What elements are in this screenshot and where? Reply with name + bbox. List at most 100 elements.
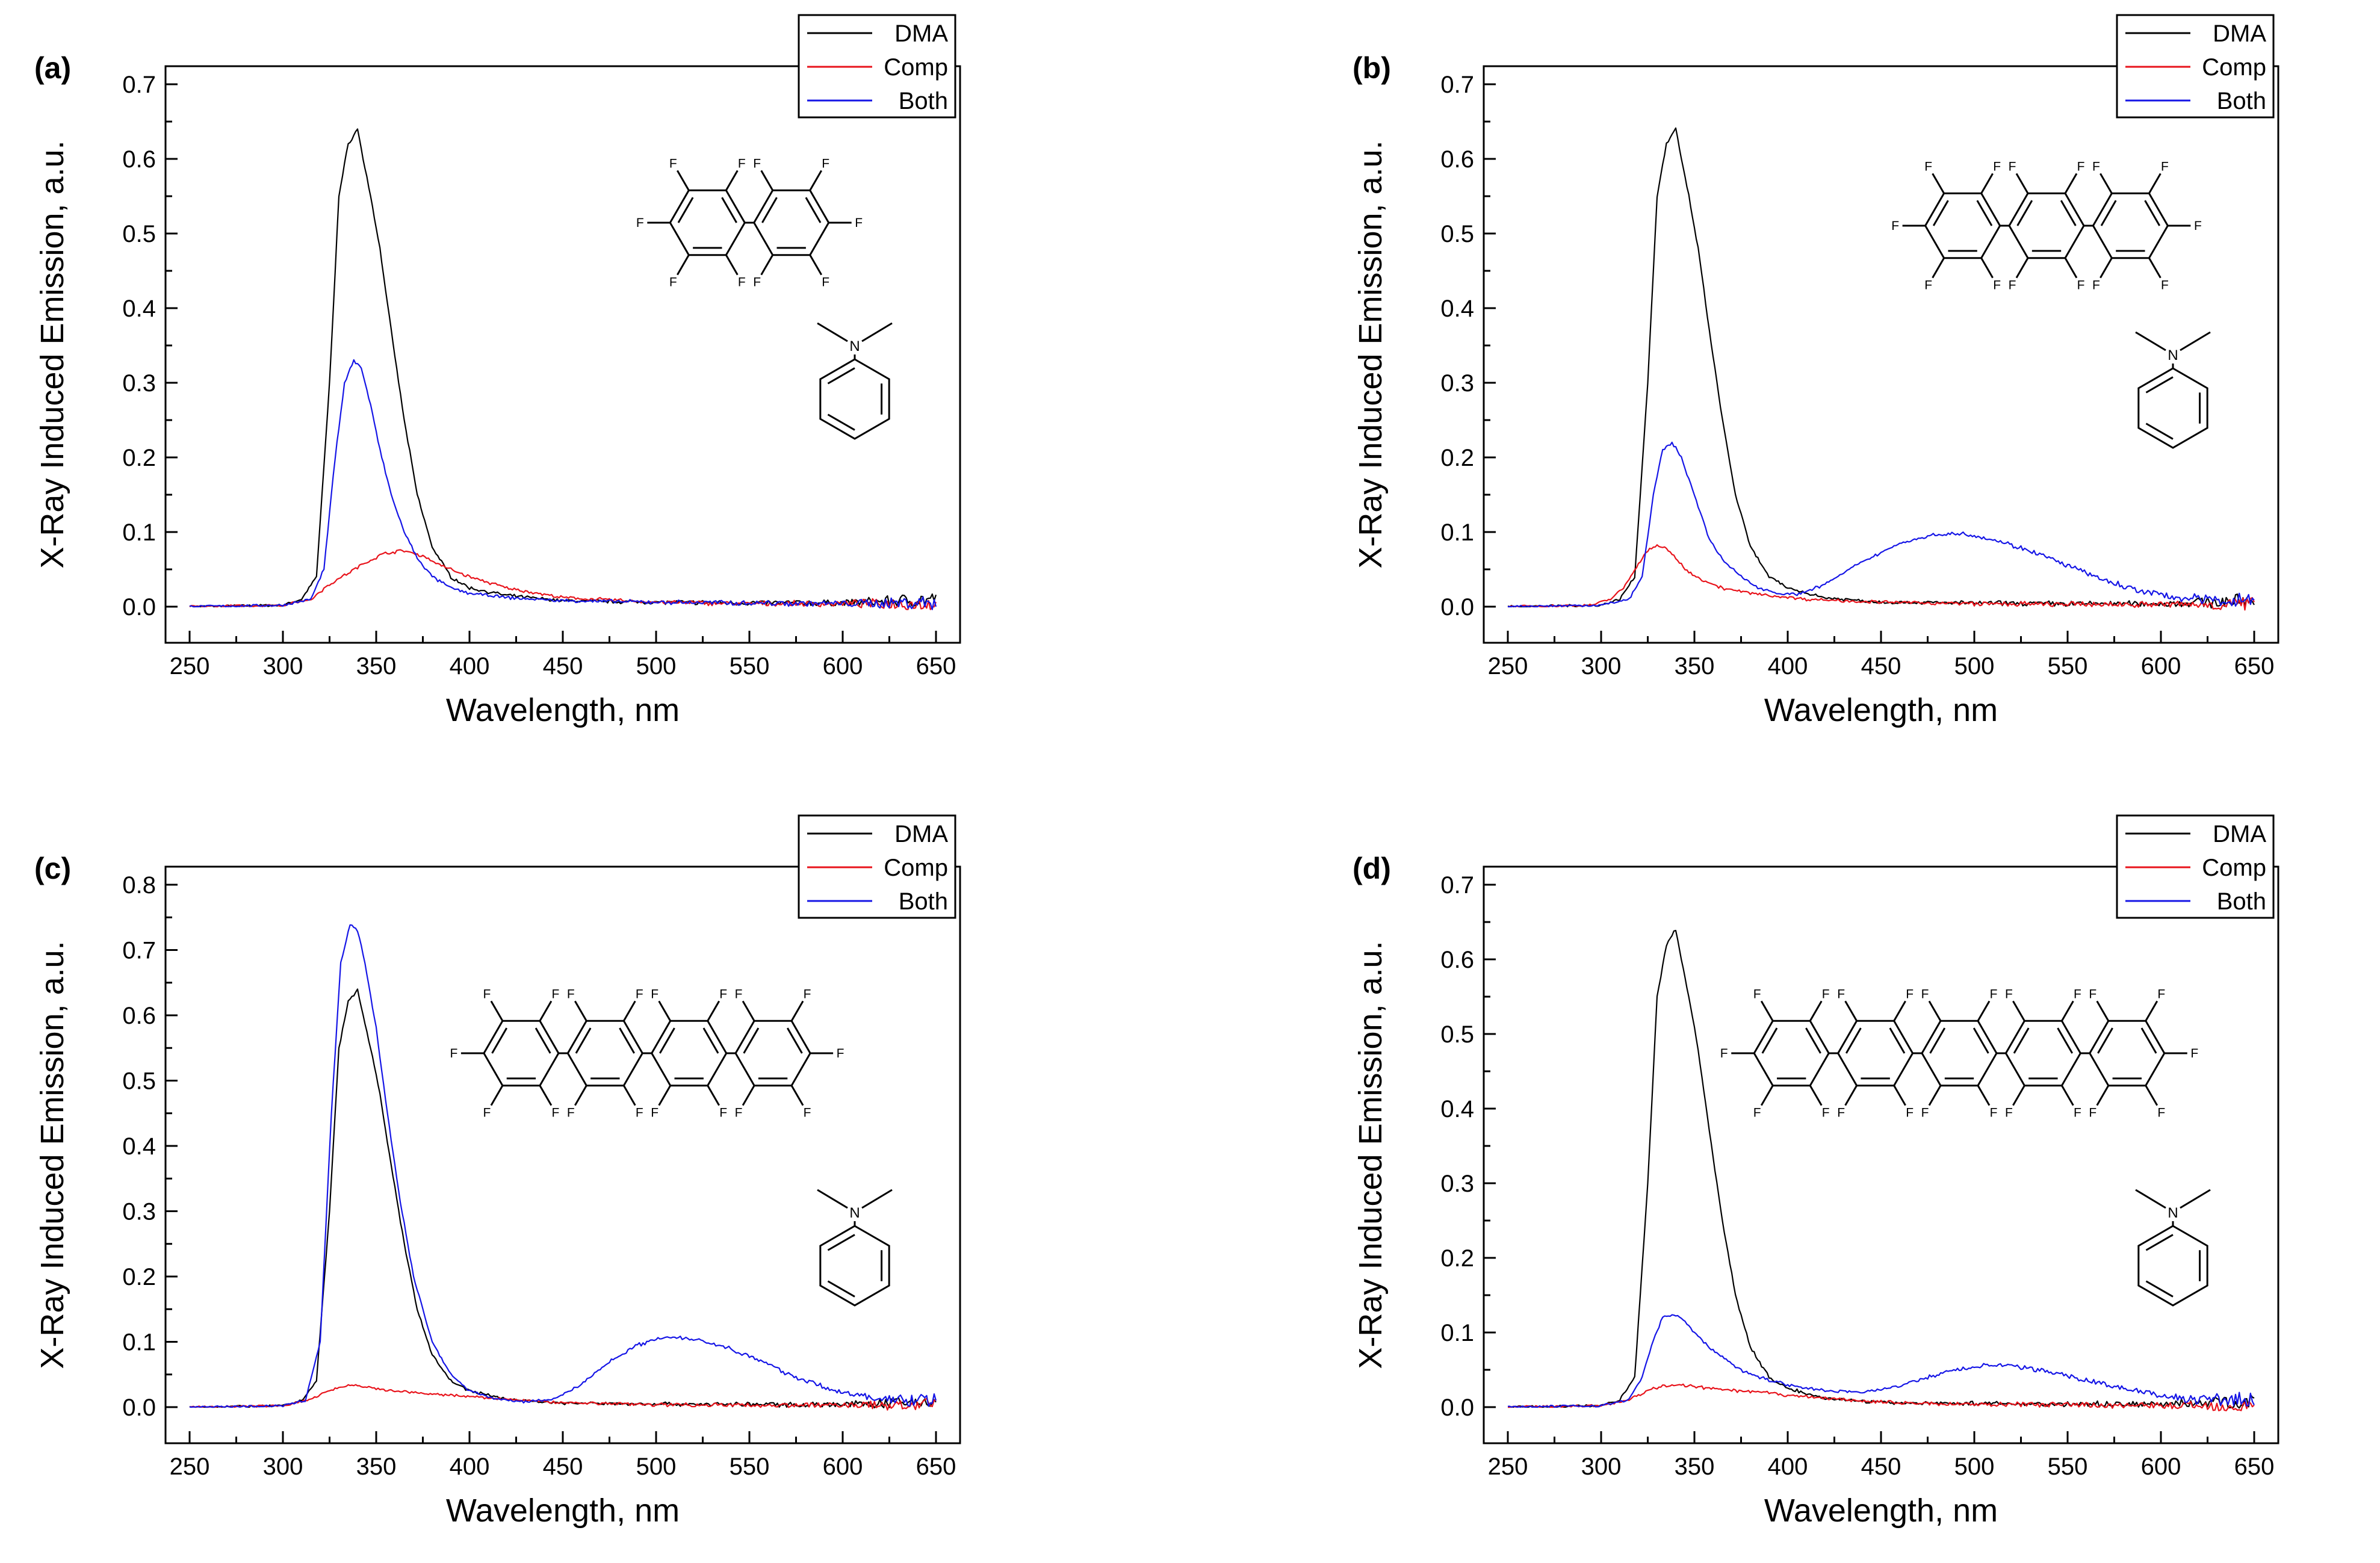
double-bond	[1889, 1027, 1906, 1054]
fluorine-atom: F	[735, 987, 743, 1001]
double-bond	[1932, 200, 1949, 226]
fluorine-atom: F	[2005, 1106, 2013, 1120]
fluorine-atom: F	[2077, 159, 2085, 173]
x-tick-label: 300	[263, 653, 303, 679]
fluorine-atom: F	[2157, 1106, 2165, 1120]
double-bond	[2013, 1027, 2030, 1054]
y-tick-label: 0.6	[1440, 146, 1474, 173]
x-axis-title: Wavelength, nm	[1764, 1493, 1998, 1529]
y-tick-label: 0.3	[122, 370, 156, 397]
c-f-bond	[742, 1085, 755, 1106]
c-f-bond	[1844, 1000, 1858, 1022]
double-bond	[575, 1027, 592, 1054]
fluorine-atom: F	[2089, 1106, 2096, 1120]
benzene-ring	[734, 1020, 811, 1087]
fluorine-atom: F	[552, 987, 560, 1001]
c-f-bond	[2064, 257, 2078, 279]
c-f-bond	[1977, 1000, 1991, 1022]
methyl-bond	[817, 1189, 848, 1209]
c-f-bond	[574, 1000, 587, 1022]
y-tick-label: 0.5	[122, 221, 156, 247]
x-tick-label: 400	[1768, 653, 1808, 679]
double-bond	[1972, 1027, 1989, 1054]
dimethylaniline-structure: N	[2135, 331, 2211, 449]
fluorine-atom: F	[738, 276, 746, 289]
y-tick-label: 0.6	[122, 146, 156, 173]
c-f-bond	[1932, 173, 1945, 194]
x-tick-label: 300	[1581, 1453, 1622, 1480]
benzene-ring	[2137, 367, 2208, 449]
nitrogen-atom: N	[849, 1205, 860, 1221]
y-tick-label: 0.3	[1440, 370, 1474, 397]
x-tick-label: 400	[1768, 1453, 1808, 1480]
y-tick-label: 0.0	[122, 1394, 156, 1421]
chart-panel-b: 250 300 350 400 450 500 550 600 650 0.0 0.1 0.2 0.3 0…	[1353, 14, 2279, 728]
fluorine-atom: F	[1990, 1106, 1998, 1120]
c-f-bond	[658, 1000, 671, 1022]
legend: DMA Comp Both	[2116, 14, 2275, 119]
fluorine-atom: F	[1924, 159, 1932, 173]
x-tick-label: 400	[450, 1453, 490, 1480]
benzene-ring	[2004, 1020, 2082, 1087]
plot-frame	[164, 865, 961, 1444]
y-axis-title: X-Ray Induced Emission, a.u.	[1353, 941, 1389, 1369]
fluorine-atom: F	[804, 1106, 811, 1120]
series-line-comp	[189, 1384, 937, 1411]
c-f-bond	[707, 1085, 720, 1106]
c-f-bond	[2064, 173, 2078, 194]
series-line-comp	[1508, 1383, 2255, 1411]
y-tick-label: 0.0	[122, 594, 156, 621]
series-line-both	[1508, 441, 2255, 608]
x-tick-label: 500	[1954, 653, 1995, 679]
y-tick-label: 0.8	[122, 872, 156, 899]
fluorine-atom: F	[753, 276, 761, 289]
benzene-ring	[2092, 192, 2169, 259]
benzene-ring	[1921, 1020, 1998, 1087]
fluorine-atom: F	[2092, 159, 2100, 173]
c-f-bond	[2015, 257, 2029, 279]
y-tick-label: 0.3	[1440, 1171, 1474, 1197]
y-tick-label: 0.5	[122, 1068, 156, 1095]
double-bond	[827, 413, 855, 431]
x-tick-label: 650	[916, 1453, 956, 1480]
fluorine-atom: F	[567, 987, 575, 1001]
c-f-bond	[2015, 173, 2029, 194]
c-f-bond	[809, 254, 822, 276]
c-f-bond	[1844, 1085, 1858, 1106]
benzene-ring	[1836, 1020, 1914, 1087]
x-tick-label: 250	[1488, 653, 1528, 679]
benzene-ring	[483, 1020, 560, 1087]
y-tick-label: 0.2	[122, 1264, 156, 1290]
x-tick-label: 350	[356, 1453, 397, 1480]
series-line-both	[190, 359, 937, 610]
double-bond	[659, 1027, 675, 1054]
double-bond	[827, 1234, 855, 1251]
fluorine-atom: F	[719, 987, 727, 1001]
chart-panel-c: 250 300 350 400 450 500 550 600 650 0.0 0.1 0.2 0.3 0…	[34, 814, 961, 1529]
y-tick-label: 0.5	[1440, 1021, 1474, 1048]
nitrogen-atom: N	[2168, 1205, 2178, 1221]
fluorine-atom: F	[2077, 279, 2085, 292]
double-bond	[2016, 200, 2033, 226]
y-tick-label: 0.1	[122, 1329, 156, 1356]
double-bond	[1976, 200, 1993, 226]
legend-label-dma: DMA	[2213, 20, 2266, 47]
legend-label-dma: DMA	[894, 821, 948, 847]
benzene-ring	[2008, 192, 2085, 259]
double-bond	[619, 1027, 635, 1054]
legend-label-both: Both	[899, 888, 948, 915]
benzene-ring	[1753, 1020, 1830, 1087]
fluorine-atom: F	[450, 1047, 458, 1060]
double-bond	[535, 1027, 551, 1054]
c-f-bond	[790, 1000, 804, 1022]
double-bond	[2145, 1234, 2174, 1251]
double-bond	[721, 197, 737, 223]
x-tick-label: 300	[263, 1453, 303, 1480]
c-f-bond	[2145, 1000, 2158, 1022]
legend-label-both: Both	[2217, 888, 2266, 915]
c-f-bond	[742, 1000, 755, 1022]
fluorine-atom: F	[651, 987, 659, 1001]
c-f-bond	[2061, 1085, 2074, 1106]
